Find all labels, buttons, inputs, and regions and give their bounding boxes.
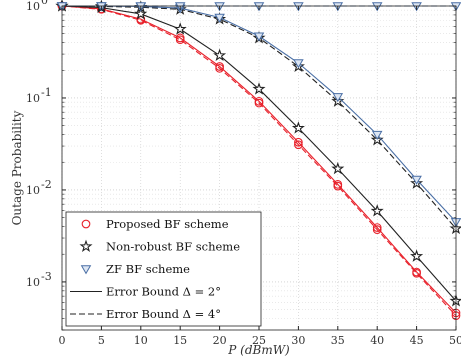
y-tick-exponent: -2	[41, 178, 52, 191]
series-line	[61, 5, 457, 314]
x-tick-label: 45	[410, 334, 424, 347]
legend-marker	[80, 265, 92, 275]
legend: Proposed BF scheme Non-robust BF scheme ZF…	[65, 211, 262, 327]
data-point	[293, 59, 304, 69]
data-point	[410, 249, 424, 262]
x-tick-label: 40	[370, 334, 384, 347]
y-tick-label: 10	[26, 184, 40, 197]
x-tick-label: 30	[291, 334, 305, 347]
y-tick-label: 10	[26, 0, 40, 13]
x-tick-label: 5	[98, 334, 105, 347]
legend-item-1: Non-robust BF scheme	[79, 239, 240, 254]
legend-item-4: Error Bound Δ = 4°	[70, 307, 221, 321]
x-tick-label: 35	[331, 334, 345, 347]
data-point	[332, 93, 344, 103]
data-point	[331, 161, 345, 175]
data-point	[213, 48, 227, 61]
legend-marker	[81, 219, 91, 229]
data-point	[253, 32, 265, 42]
data-point	[372, 225, 382, 235]
legend-label: Error Bound Δ = 4°	[106, 307, 221, 321]
x-tick-label: 50	[449, 334, 461, 347]
x-tick-label: 25	[252, 334, 266, 347]
series-line	[61, 5, 457, 316]
y-tick-label: 10	[26, 92, 40, 105]
data-point	[412, 268, 421, 278]
data-point	[294, 137, 303, 147]
x-tick-label: 0	[59, 334, 66, 347]
legend-marker	[79, 239, 93, 253]
data-point	[370, 204, 384, 217]
legend-box	[65, 211, 262, 327]
data-point	[294, 140, 303, 150]
legend-label: ZF BF scheme	[106, 262, 190, 276]
x-axis-label: P (dBmW)	[227, 343, 290, 357]
data-point	[291, 121, 305, 134]
y-tick-exponent: -3	[41, 270, 52, 283]
data-point	[254, 98, 264, 108]
data-point	[333, 181, 343, 191]
x-tick-label: 15	[173, 334, 187, 347]
x-tick-label: 20	[213, 334, 227, 347]
data-point	[252, 82, 266, 95]
legend-item-2: ZF BF scheme	[80, 262, 190, 276]
data-point	[411, 175, 422, 185]
data-point	[173, 22, 187, 35]
y-tick-exponent: 0	[41, 0, 48, 7]
legend-item-0: Proposed BF scheme	[81, 217, 229, 231]
data-point	[175, 35, 185, 45]
data-point	[214, 13, 225, 23]
data-point	[215, 63, 224, 73]
legend-label: Non-robust BF scheme	[106, 240, 240, 254]
y-tick-label: 10	[26, 276, 40, 289]
data-point	[371, 130, 383, 140]
y-axis-label: Outage Probability	[10, 110, 24, 225]
legend-label: Error Bound Δ = 2°	[106, 285, 221, 299]
legend-item-3: Error Bound Δ = 2°	[70, 285, 221, 299]
y-tick-exponent: -1	[41, 86, 52, 99]
legend-label: Proposed BF scheme	[106, 217, 229, 231]
x-tick-label: 10	[134, 334, 148, 347]
